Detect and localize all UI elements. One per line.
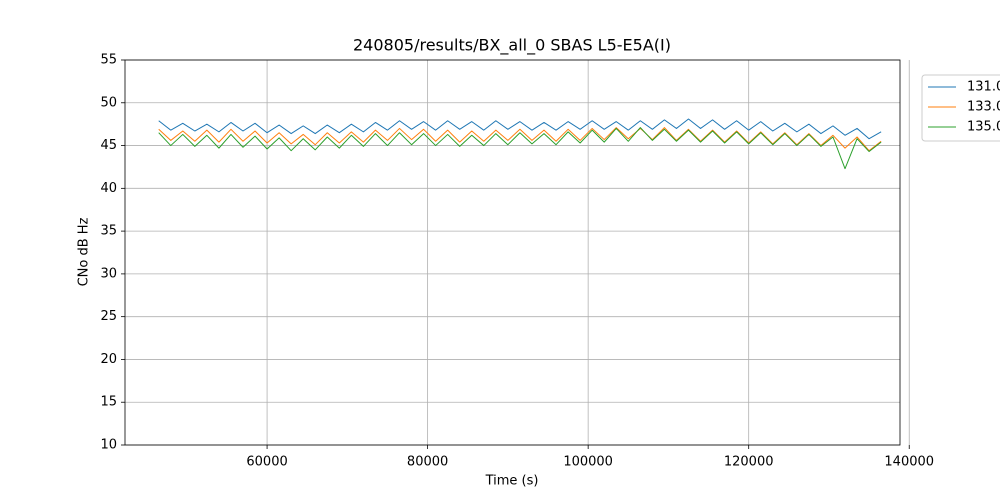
y-tick-label: 50: [100, 95, 117, 110]
y-tick-label: 40: [100, 181, 117, 196]
legend-label: 131.0: [967, 80, 1000, 95]
series-line: [158, 118, 882, 140]
y-tick-label: 45: [100, 138, 117, 153]
series-line: [158, 127, 882, 152]
y-tick-label: 15: [100, 395, 117, 410]
x-tick-label: 60000: [246, 455, 287, 470]
y-tick-label: 30: [100, 266, 117, 281]
y-axis-label: CNo dB Hz: [77, 217, 92, 286]
x-tick-label: 80000: [407, 455, 448, 470]
y-tick-label: 10: [100, 438, 117, 453]
x-tick-label: 120000: [724, 455, 774, 470]
series-line: [158, 127, 882, 170]
legend-label: 133.0: [967, 100, 1000, 115]
y-tick-label: 20: [100, 352, 117, 367]
y-tick-label: 35: [100, 224, 117, 239]
y-tick-label: 25: [100, 309, 117, 324]
chart-title: 240805/results/BX_all_0 SBAS L5-E5A(I): [353, 36, 671, 56]
legend-label: 135.0: [967, 120, 1000, 135]
plot-frame: [124, 59, 901, 446]
x-axis-label: Time (s): [485, 474, 539, 489]
x-tick-label: 140000: [884, 455, 934, 470]
y-tick-label: 55: [100, 53, 117, 68]
x-tick-label: 100000: [563, 455, 613, 470]
legend-box: [921, 74, 1000, 142]
